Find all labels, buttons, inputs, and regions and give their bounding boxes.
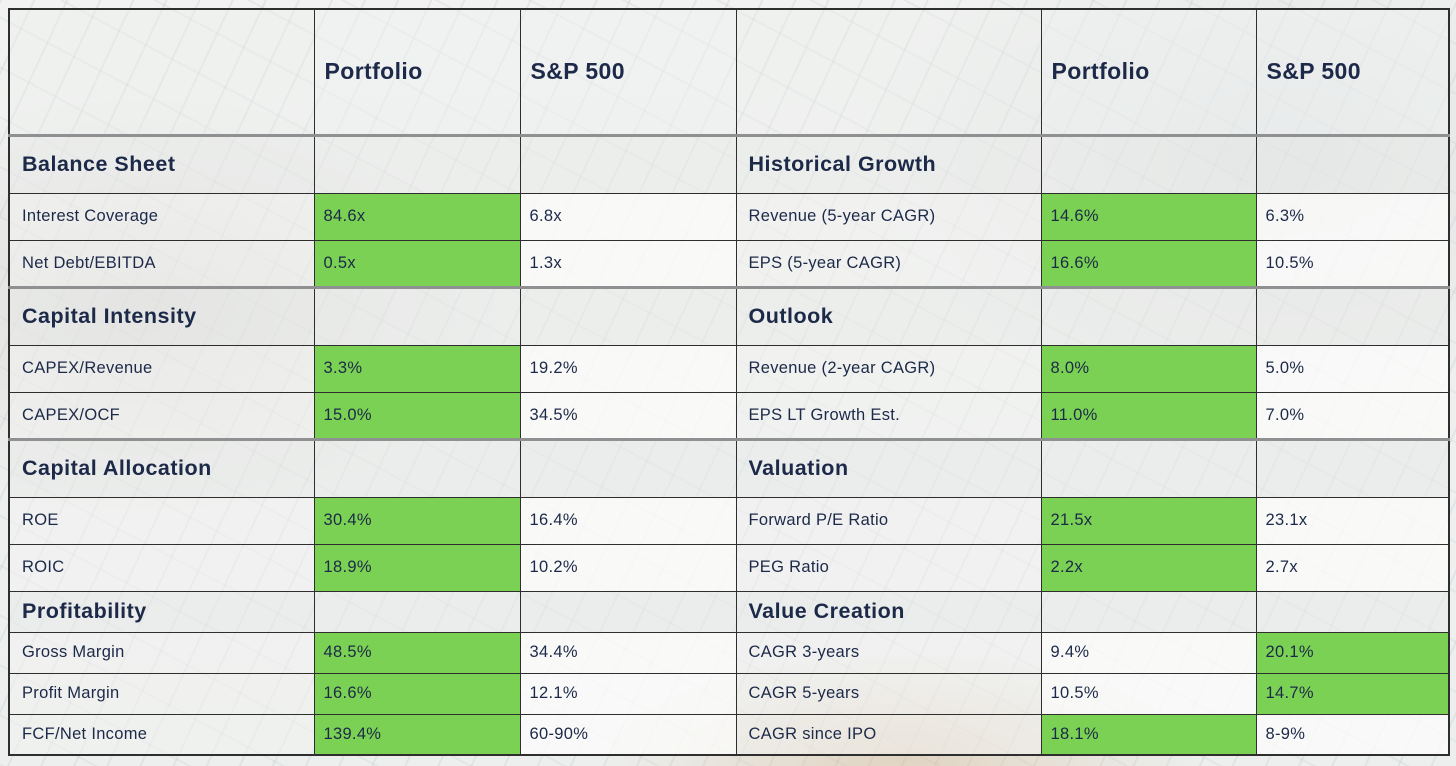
metric-value-portfolio: 8.0% (1040, 344, 1257, 393)
metric-value-sp500: 19.2% (519, 344, 737, 393)
section-row: Capital Intensity Outlook (8, 285, 1450, 346)
metric-value-portfolio: 0.5x (313, 239, 521, 288)
metric-value-portfolio: 2.2x (1040, 543, 1257, 592)
section-title-left: Balance Sheet (8, 133, 315, 194)
table-row: Interest Coverage 84.6x 6.8x Revenue (5-… (8, 192, 1450, 241)
metric-value-sp500: 14.7% (1255, 672, 1450, 715)
metric-value-portfolio: 9.4% (1040, 631, 1257, 674)
metric-value-portfolio: 21.5x (1040, 496, 1257, 545)
metric-value-portfolio: 15.0% (313, 391, 521, 440)
metric-value-sp500: 6.8x (519, 192, 737, 241)
metric-value-portfolio: 18.1% (1040, 713, 1257, 756)
section-spacer-cell (1255, 437, 1450, 498)
metric-label: EPS (5-year CAGR) (735, 239, 1042, 288)
metric-value-portfolio: 11.0% (1040, 391, 1257, 440)
metric-value-portfolio: 84.6x (313, 192, 521, 241)
header-row: Portfolio S&P 500 Portfolio S&P 500 (8, 8, 1450, 136)
section-title-right: Valuation (735, 437, 1042, 498)
metric-label: Interest Coverage (8, 192, 315, 241)
metric-label: Gross Margin (8, 631, 315, 674)
metric-label: Forward P/E Ratio (735, 496, 1042, 545)
column-header-sp500-right: S&P 500 (1255, 8, 1450, 136)
metric-value-sp500: 1.3x (519, 239, 737, 288)
table-row: Profit Margin 16.6% 12.1% CAGR 5-years 1… (8, 672, 1450, 715)
metric-label: Net Debt/EBITDA (8, 239, 315, 288)
table-row: FCF/Net Income 139.4% 60-90% CAGR since … (8, 713, 1450, 756)
metric-value-sp500: 20.1% (1255, 631, 1450, 674)
metric-value-sp500: 23.1x (1255, 496, 1450, 545)
section-spacer-cell (1040, 285, 1257, 346)
section-row: Capital Allocation Valuation (8, 437, 1450, 498)
metric-value-sp500: 34.5% (519, 391, 737, 440)
metric-value-sp500: 2.7x (1255, 543, 1450, 592)
metric-label: CAPEX/OCF (8, 391, 315, 440)
metric-value-sp500: 10.5% (1255, 239, 1450, 288)
metric-value-sp500: 16.4% (519, 496, 737, 545)
section-row: Profitability Value Creation (8, 590, 1450, 633)
table-row: CAPEX/Revenue 3.3% 19.2% Revenue (2-year… (8, 344, 1450, 393)
metric-value-sp500: 10.2% (519, 543, 737, 592)
section-spacer-cell (1040, 133, 1257, 194)
section-title-right: Value Creation (735, 590, 1042, 633)
metric-label: Revenue (5-year CAGR) (735, 192, 1042, 241)
metric-label: CAGR 3-years (735, 631, 1042, 674)
metric-label: CAGR 5-years (735, 672, 1042, 715)
section-title-left: Profitability (8, 590, 315, 633)
section-spacer-cell (313, 285, 521, 346)
metric-label: PEG Ratio (735, 543, 1042, 592)
table-row: ROE 30.4% 16.4% Forward P/E Ratio 21.5x … (8, 496, 1450, 545)
metric-label: ROIC (8, 543, 315, 592)
metric-label: FCF/Net Income (8, 713, 315, 756)
section-spacer-cell (1040, 590, 1257, 633)
metric-value-portfolio: 139.4% (313, 713, 521, 756)
metric-value-portfolio: 30.4% (313, 496, 521, 545)
metric-label: CAPEX/Revenue (8, 344, 315, 393)
section-spacer-cell (519, 437, 737, 498)
metric-value-portfolio: 18.9% (313, 543, 521, 592)
metric-value-sp500: 5.0% (1255, 344, 1450, 393)
section-spacer-cell (313, 437, 521, 498)
metric-value-sp500: 34.4% (519, 631, 737, 674)
comparison-table: Portfolio S&P 500 Portfolio S&P 500 Bala… (8, 8, 1450, 756)
section-title-left: Capital Allocation (8, 437, 315, 498)
metric-label: Revenue (2-year CAGR) (735, 344, 1042, 393)
column-header-portfolio-right: Portfolio (1040, 8, 1257, 136)
metric-value-sp500: 8-9% (1255, 713, 1450, 756)
section-spacer-cell (1255, 285, 1450, 346)
metric-label: Profit Margin (8, 672, 315, 715)
section-spacer-cell (1255, 590, 1450, 633)
table-row: ROIC 18.9% 10.2% PEG Ratio 2.2x 2.7x (8, 543, 1450, 592)
section-spacer-cell (1040, 437, 1257, 498)
header-spacer-cell (735, 8, 1042, 136)
metric-label: CAGR since IPO (735, 713, 1042, 756)
metric-value-sp500: 60-90% (519, 713, 737, 756)
section-spacer-cell (1255, 133, 1450, 194)
section-spacer-cell (519, 285, 737, 346)
section-spacer-cell (519, 133, 737, 194)
metric-value-portfolio: 48.5% (313, 631, 521, 674)
metric-value-portfolio: 3.3% (313, 344, 521, 393)
table-row: Gross Margin 48.5% 34.4% CAGR 3-years 9.… (8, 631, 1450, 674)
section-title-right: Outlook (735, 285, 1042, 346)
section-spacer-cell (313, 590, 521, 633)
section-spacer-cell (519, 590, 737, 633)
section-row: Balance Sheet Historical Growth (8, 133, 1450, 194)
metric-value-sp500: 7.0% (1255, 391, 1450, 440)
metric-value-sp500: 12.1% (519, 672, 737, 715)
table-row: Net Debt/EBITDA 0.5x 1.3x EPS (5-year CA… (8, 239, 1450, 288)
metric-value-portfolio: 16.6% (1040, 239, 1257, 288)
metric-value-portfolio: 16.6% (313, 672, 521, 715)
section-title-right: Historical Growth (735, 133, 1042, 194)
section-title-left: Capital Intensity (8, 285, 315, 346)
metric-value-portfolio: 10.5% (1040, 672, 1257, 715)
metric-value-sp500: 6.3% (1255, 192, 1450, 241)
table-row: CAPEX/OCF 15.0% 34.5% EPS LT Growth Est.… (8, 391, 1450, 440)
column-header-sp500-left: S&P 500 (519, 8, 737, 136)
column-header-portfolio-left: Portfolio (313, 8, 521, 136)
metric-label: ROE (8, 496, 315, 545)
header-spacer-cell (8, 8, 315, 136)
section-spacer-cell (313, 133, 521, 194)
metric-value-portfolio: 14.6% (1040, 192, 1257, 241)
metric-label: EPS LT Growth Est. (735, 391, 1042, 440)
